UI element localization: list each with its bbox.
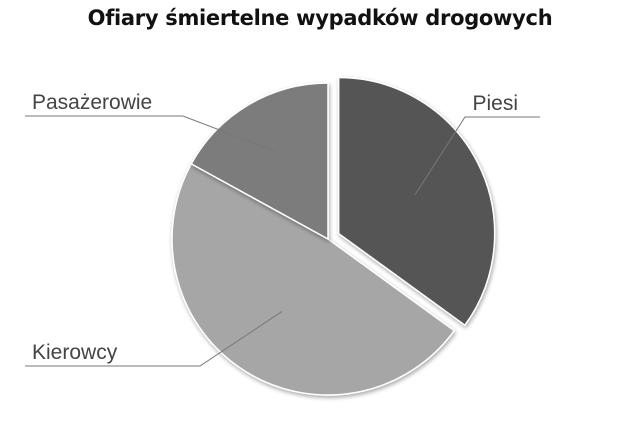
slice-labels: Piesi Kierowcy Pasażerowie xyxy=(32,91,518,364)
chart-title: Ofiary śmiertelne wypadków drogowych xyxy=(87,6,553,30)
leader-line-piesi xyxy=(414,116,540,195)
leader-line-pasażerowie xyxy=(25,115,277,153)
pie-slice-pasażerowie xyxy=(190,82,329,241)
pie-slices xyxy=(171,76,496,396)
leader-lines xyxy=(25,115,540,367)
slice-label-pasażerowie: Pasażerowie xyxy=(32,91,152,114)
pie-slice-piesi xyxy=(337,76,496,327)
slice-label-kierowcy: Kierowcy xyxy=(32,341,118,364)
leader-line-kierowcy xyxy=(25,311,283,367)
slice-label-piesi: Piesi xyxy=(472,92,518,115)
